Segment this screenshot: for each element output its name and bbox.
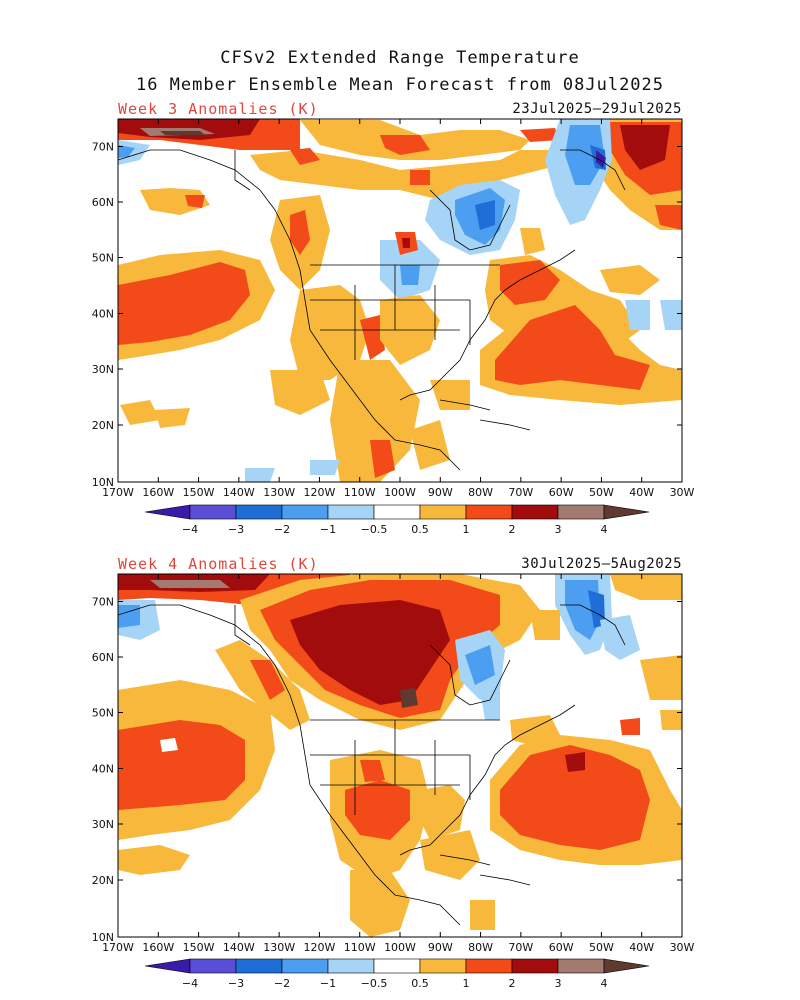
- week3-dates: 23Jul2025–29Jul2025: [512, 101, 682, 117]
- lon-tick-label: 30W: [670, 941, 695, 954]
- colorbar-label: −4: [182, 523, 198, 536]
- lon-tick-label: 70W: [508, 941, 533, 954]
- colorbar-label: −3: [228, 977, 244, 990]
- lon-tick-label: 60W: [549, 486, 574, 499]
- lon-tick-label: 30W: [670, 486, 695, 499]
- colorbar-label: −2: [274, 977, 290, 990]
- colorbar-label: 1: [463, 523, 470, 536]
- colorbar-swatch: [327, 958, 375, 974]
- lat-tick-label: 30N: [92, 363, 114, 376]
- lon-tick-label: 50W: [589, 486, 614, 499]
- colorbar-swatch: [281, 958, 329, 974]
- colorbar-label: 0.5: [411, 977, 429, 990]
- colorbar-swatch: [373, 958, 421, 974]
- colorbar-label: −1: [320, 977, 336, 990]
- lon-tick-label: 170W: [102, 486, 134, 499]
- lat-tick-label: 50N: [92, 707, 114, 720]
- week3-coastlines: [118, 149, 626, 471]
- colorbar-label: 2: [509, 523, 516, 536]
- colorbar-label: −0.5: [361, 977, 388, 990]
- lon-tick-label: 40W: [629, 486, 654, 499]
- colorbar-label: 1: [463, 977, 470, 990]
- week4-coastlines: [118, 604, 626, 926]
- week4-anomaly-field: [118, 574, 682, 937]
- lat-tick-label: 20N: [92, 419, 114, 432]
- week3-label: Week 3 Anomalies (K): [118, 100, 319, 118]
- lon-tick-label: 140W: [223, 941, 255, 954]
- lon-tick-label: 150W: [183, 941, 215, 954]
- lon-tick-label: 170W: [102, 941, 134, 954]
- lon-tick-label: 70W: [508, 486, 533, 499]
- lon-tick-label: 130W: [263, 941, 295, 954]
- lon-tick-label: 100W: [384, 486, 416, 499]
- colorbar-label: −2: [274, 523, 290, 536]
- week4-colorbar: −4 −3 −2 −1 −0.5 0.5 1 2 3 4: [144, 958, 650, 990]
- week4-dates: 30Jul2025—5Aug2025: [521, 556, 682, 572]
- colorbar-arrow-high: [603, 504, 650, 520]
- colorbar-swatch: [465, 958, 513, 974]
- map-title-line1: CFSv2 Extended Range Temperature: [220, 48, 580, 68]
- lat-tick-label: 10N: [92, 476, 114, 489]
- lat-tick-label: 10N: [92, 931, 114, 944]
- lat-tick-label: 30N: [92, 818, 114, 831]
- lon-tick-label: 90W: [428, 941, 453, 954]
- colorbar-label: 3: [555, 523, 562, 536]
- lat-tick-label: 60N: [92, 651, 114, 664]
- lon-tick-label: 80W: [468, 941, 493, 954]
- lon-tick-label: 80W: [468, 486, 493, 499]
- lat-tick-label: 60N: [92, 196, 114, 209]
- week3-anomaly-field: [118, 119, 682, 482]
- lat-tick-label: 50N: [92, 252, 114, 265]
- lon-tick-label: 110W: [344, 941, 376, 954]
- colorbar-label: 2: [509, 977, 516, 990]
- lat-tick-label: 70N: [92, 596, 114, 609]
- colorbar-label: 4: [601, 523, 608, 536]
- lon-tick-label: 130W: [263, 486, 295, 499]
- colorbar-swatch: [419, 958, 467, 974]
- colorbar-arrow-low: [144, 958, 191, 974]
- colorbar-label: −3: [228, 523, 244, 536]
- lon-tick-label: 160W: [142, 486, 174, 499]
- lon-tick-label: 160W: [142, 941, 174, 954]
- lat-tick-label: 70N: [92, 141, 114, 154]
- lon-tick-label: 50W: [589, 941, 614, 954]
- lon-tick-label: 90W: [428, 486, 453, 499]
- colorbar-label: 0.5: [411, 523, 429, 536]
- colorbar-arrow-high: [603, 958, 650, 974]
- lon-tick-label: 140W: [223, 486, 255, 499]
- colorbar-swatch: [189, 958, 237, 974]
- lat-tick-label: 40N: [92, 308, 114, 321]
- colorbar-label: −0.5: [361, 523, 388, 536]
- lon-tick-label: 150W: [183, 486, 215, 499]
- lon-tick-label: 60W: [549, 941, 574, 954]
- lon-tick-label: 110W: [344, 486, 376, 499]
- colorbar-label: 3: [555, 977, 562, 990]
- lon-tick-label: 120W: [303, 941, 335, 954]
- lat-tick-label: 20N: [92, 874, 114, 887]
- lon-tick-label: 40W: [629, 941, 654, 954]
- lat-tick-label: 40N: [92, 763, 114, 776]
- week4-label: Week 4 Anomalies (K): [118, 555, 319, 573]
- colorbar-swatch: [511, 958, 559, 974]
- colorbar-label: 4: [601, 977, 608, 990]
- colorbar-swatch: [557, 958, 605, 974]
- lon-tick-label: 120W: [303, 486, 335, 499]
- colorbar-swatch: [235, 958, 283, 974]
- lon-tick-label: 100W: [384, 941, 416, 954]
- colorbar-label: −1: [320, 523, 336, 536]
- map-title-line2: 16 Member Ensemble Mean Forecast from 08…: [135, 75, 665, 95]
- week3-colorbar: −4 −3 −2 −1 −0.5 0.5 1 2 3 4: [144, 504, 650, 536]
- colorbar-label: −4: [182, 977, 198, 990]
